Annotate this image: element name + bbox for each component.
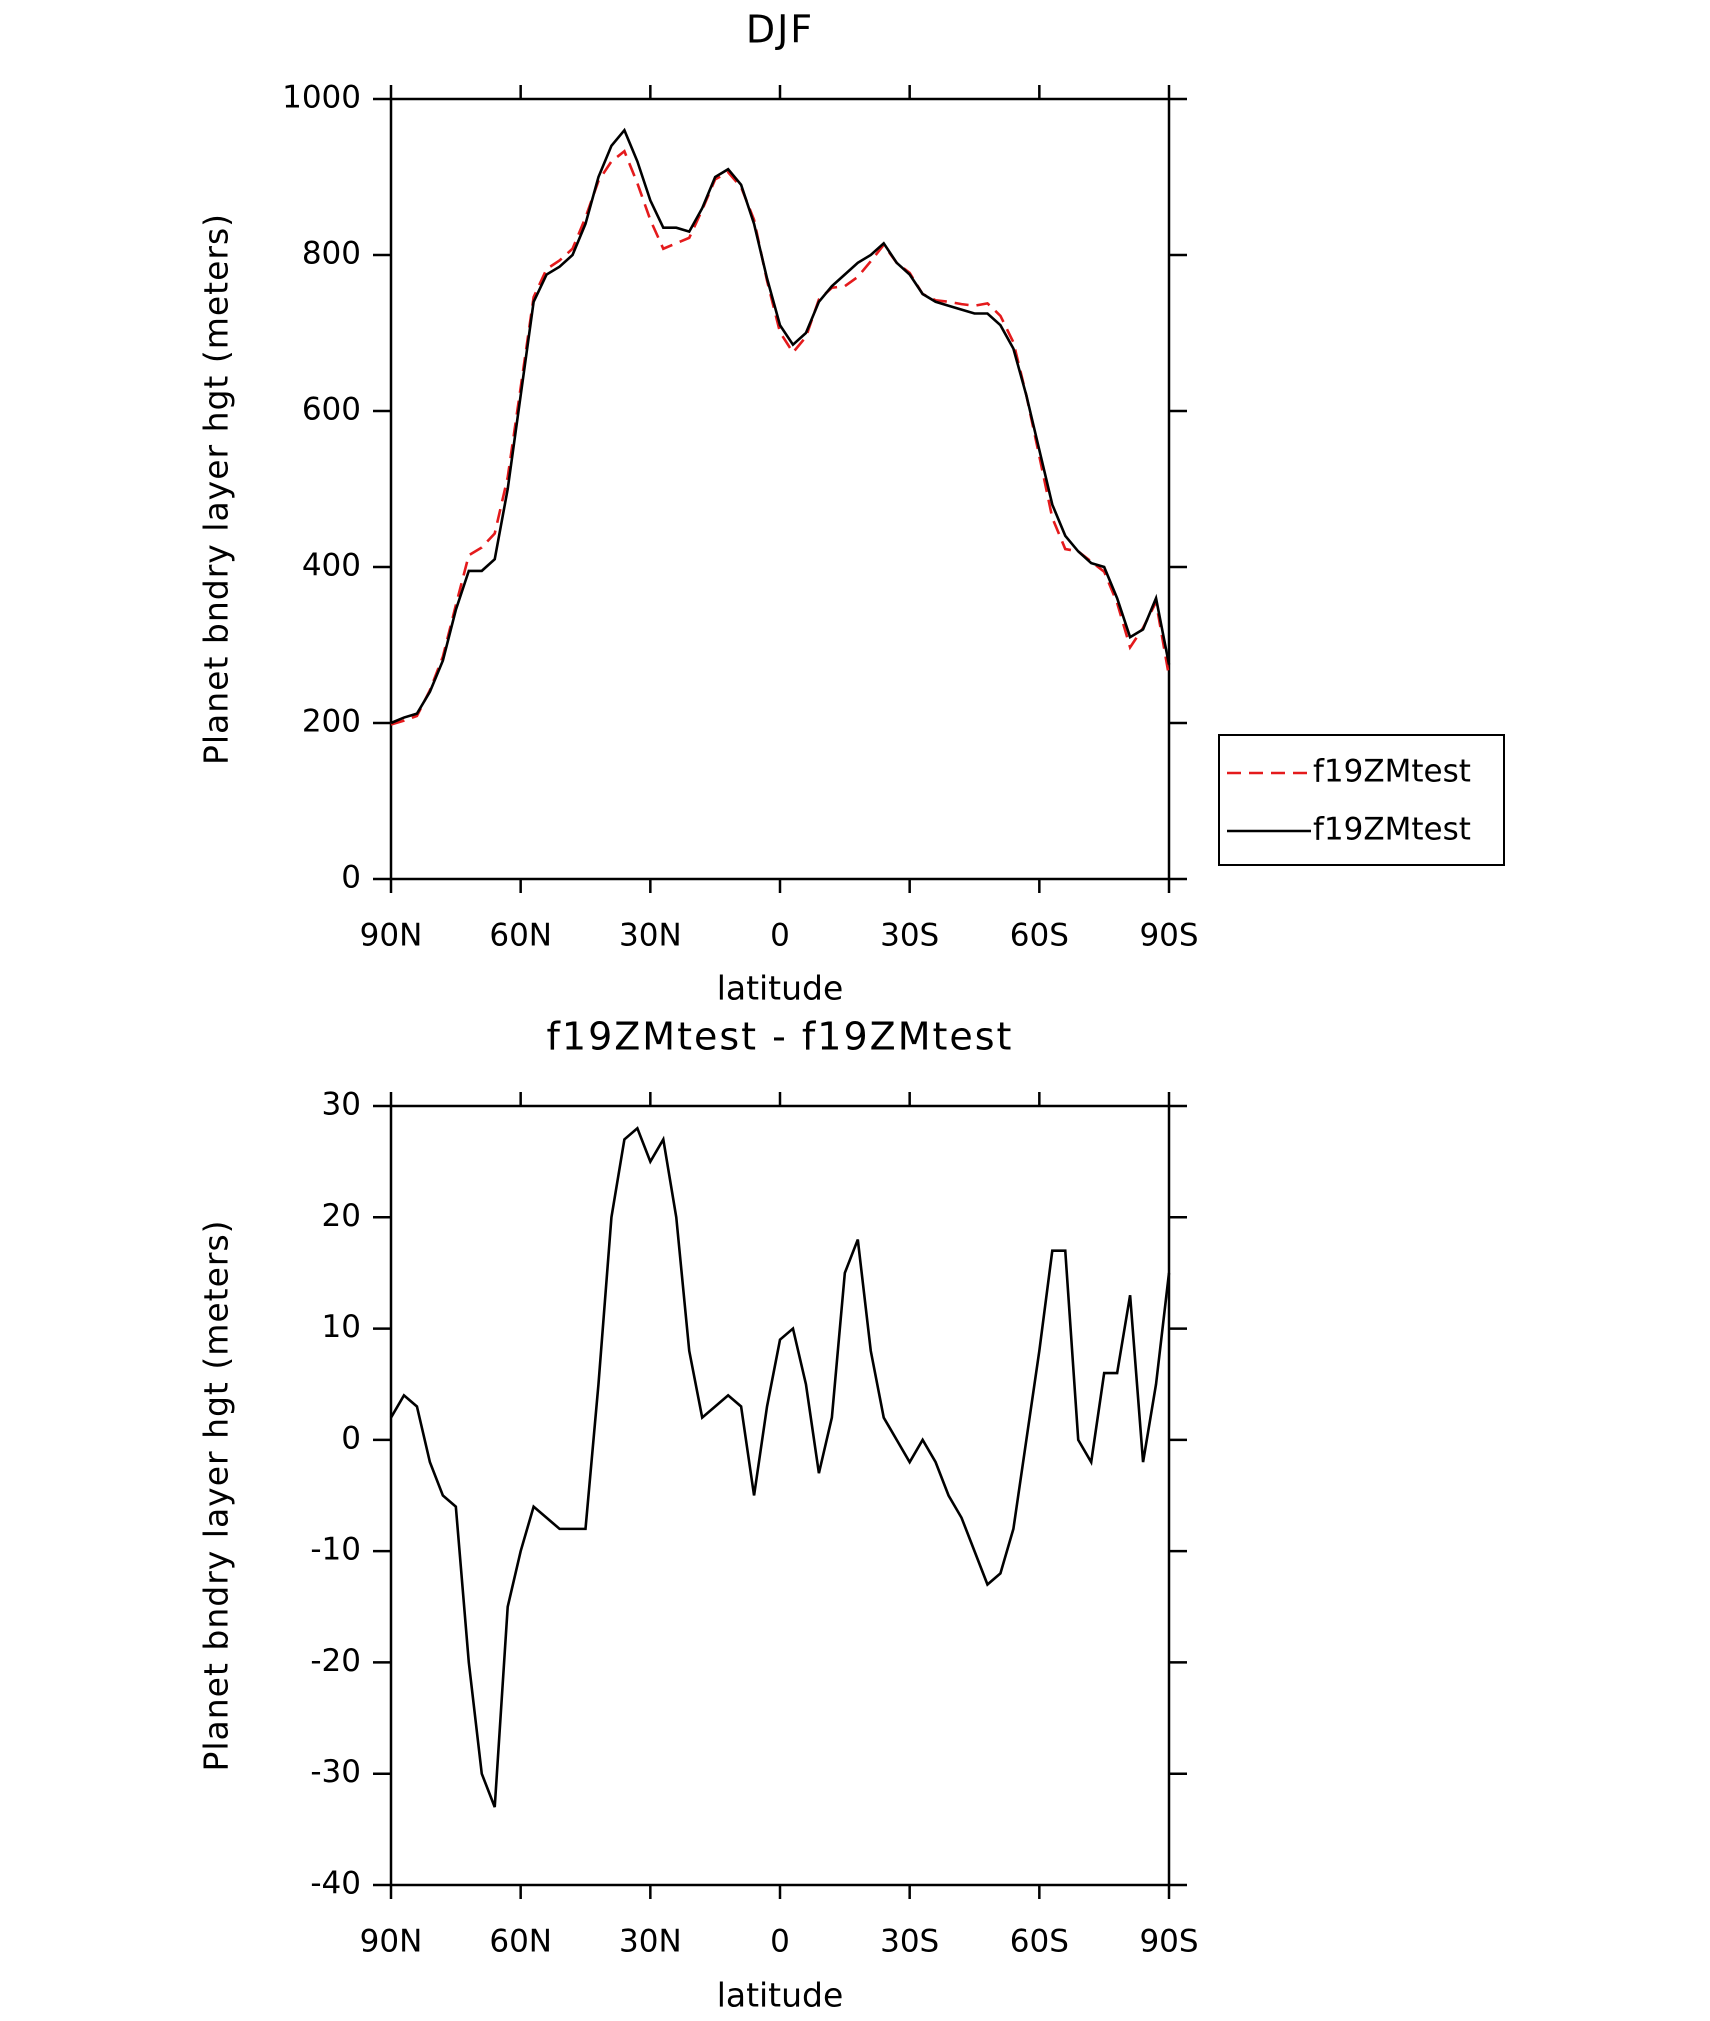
x-tick-label: 90S — [1139, 918, 1198, 954]
legend-label: f19ZMtest — [1313, 812, 1471, 848]
y-tick-label: 30 — [322, 1087, 361, 1123]
x-tick-label: 30N — [619, 918, 682, 954]
x-axis-label: latitude — [717, 969, 844, 1008]
y-tick-label: -40 — [310, 1866, 361, 1902]
x-tick-label: 30N — [619, 1924, 682, 1960]
y-tick-label: 800 — [302, 236, 361, 272]
chart-title: f19ZMtest - f19ZMtest — [547, 1015, 1014, 1059]
x-tick-label: 90S — [1139, 1924, 1198, 1960]
x-tick-label: 90N — [360, 1924, 423, 1960]
y-tick-label: 20 — [322, 1198, 361, 1234]
data-line — [390, 149, 1171, 726]
y-tick-label: 1000 — [282, 80, 361, 116]
plot-frame — [389, 1104, 1171, 1887]
x-tick-label: 0 — [770, 918, 790, 954]
x-axis-label: latitude — [717, 1976, 844, 2015]
x-tick-label: 60N — [489, 918, 552, 954]
y-tick-label: 400 — [302, 548, 361, 584]
data-line — [389, 1126, 1171, 1808]
y-tick-label: 600 — [302, 392, 361, 428]
data-line — [390, 127, 1171, 725]
y-tick-label: 0 — [341, 1420, 361, 1456]
x-tick-label: 30S — [880, 918, 939, 954]
chart-title: DJF — [746, 8, 814, 52]
x-tick-label: 60S — [1010, 918, 1069, 954]
y-tick-label: -30 — [310, 1754, 361, 1790]
y-axis-label: Planet bndry layer hgt (meters) — [197, 213, 236, 765]
y-axis-label: Planet bndry layer hgt (meters) — [197, 1219, 236, 1771]
y-tick-label: 0 — [341, 860, 361, 896]
y-tick-label: -20 — [310, 1643, 361, 1679]
y-tick-label: 10 — [322, 1309, 361, 1345]
legend-label: f19ZMtest — [1313, 754, 1471, 790]
plot-frame — [389, 97, 1171, 881]
legend-box — [1218, 734, 1505, 866]
x-tick-label: 60S — [1010, 1924, 1069, 1960]
y-tick-label: -10 — [310, 1532, 361, 1568]
x-tick-label: 0 — [770, 1924, 790, 1960]
x-tick-label: 30S — [880, 1924, 939, 1960]
y-tick-label: 200 — [302, 704, 361, 740]
x-tick-label: 60N — [489, 1924, 552, 1960]
x-tick-label: 90N — [360, 918, 423, 954]
